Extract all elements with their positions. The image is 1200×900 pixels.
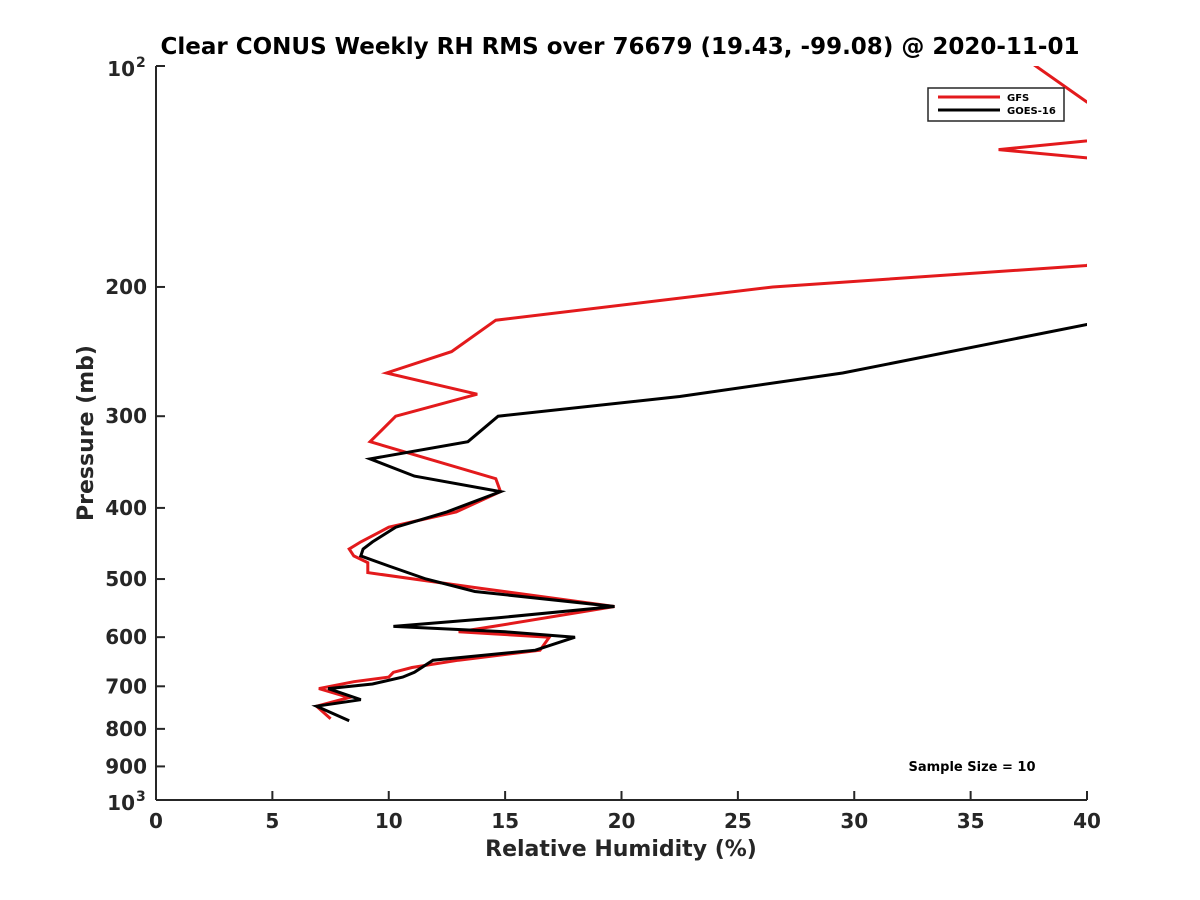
legend: GFS GOES-16 <box>927 87 1065 122</box>
legend-label: GFS <box>1007 93 1029 104</box>
x-axis-ticks: 0 5 10 15 20 25 30 35 40 <box>149 791 1101 833</box>
y-tick-label: 400 <box>105 496 147 520</box>
chart-title: Clear CONUS Weekly RH RMS over 76679 (19… <box>161 34 1080 60</box>
y-tick-label: 300 <box>105 404 147 428</box>
x-tick-label: 0 <box>149 809 163 833</box>
y-axis-label: Pressure (mb) <box>74 345 99 521</box>
y-tick-label: 800 <box>105 717 147 741</box>
x-axis-label: Relative Humidity (%) <box>485 837 757 862</box>
x-tick-label: 5 <box>265 809 279 833</box>
x-tick-label: 30 <box>840 809 868 833</box>
y-tick-label: 500 <box>105 567 147 591</box>
x-tick-label: 15 <box>491 809 519 833</box>
x-tick-label: 10 <box>375 809 403 833</box>
y-tick-label: 700 <box>105 674 147 698</box>
x-tick-label: 40 <box>1073 809 1101 833</box>
series-line-gfs <box>313 66 1087 720</box>
y-tick-label: 200 <box>105 275 147 299</box>
x-tick-label: 20 <box>608 809 636 833</box>
legend-box <box>927 87 1065 122</box>
series-line-goes-16 <box>311 322 1087 723</box>
legend-label: GOES-16 <box>1007 106 1056 117</box>
x-tick-label: 25 <box>724 809 752 833</box>
y-tick-exponent: 2 <box>136 55 146 71</box>
y-tick-label: 900 <box>105 754 147 778</box>
y-tick-label-power: 10 <box>107 791 135 815</box>
series-layer <box>311 66 1087 723</box>
y-tick-exponent: 3 <box>136 789 146 805</box>
x-tick-label: 35 <box>957 809 985 833</box>
axes-layer <box>155 66 1087 801</box>
y-tick-label: 600 <box>105 625 147 649</box>
sample-size-annotation: Sample Size = 10 <box>908 760 1035 775</box>
y-tick-label-power: 10 <box>107 57 135 81</box>
